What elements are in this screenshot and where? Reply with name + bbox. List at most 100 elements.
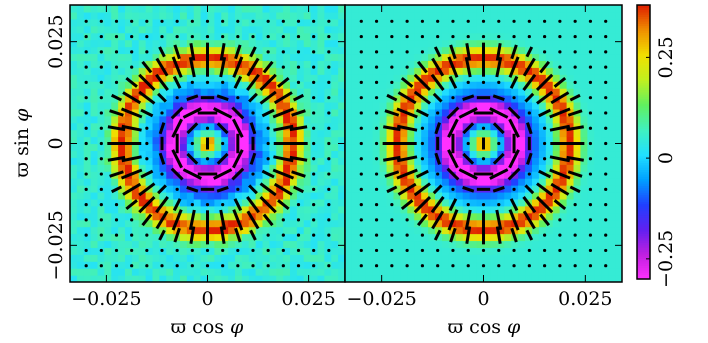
polarization-dot: [296, 203, 301, 207]
polarization-stick: [140, 108, 154, 118]
polarization-stick: [158, 46, 166, 58]
colorbar-segment: [637, 251, 650, 255]
polarization-stick: [122, 182, 142, 196]
polarization-dot: [558, 248, 562, 253]
polarization-dot: [543, 264, 547, 268]
colorbar-segment: [637, 178, 650, 182]
polarization-dot: [99, 141, 103, 146]
polarization-dot: [145, 264, 149, 268]
polarization-dot: [374, 111, 379, 115]
polarization-dot: [359, 248, 363, 253]
colorbar-segment: [637, 91, 650, 95]
polarization-stick: [508, 149, 520, 169]
polarization-stick: [549, 107, 571, 119]
polarization-dot: [145, 141, 149, 146]
colorbar-segment: [637, 27, 650, 31]
polarization-dot: [312, 65, 316, 69]
polarization-dot: [114, 34, 119, 39]
polarization-dot: [84, 65, 88, 69]
polarization-dot: [573, 34, 577, 39]
polarization-stick: [170, 106, 184, 120]
colorbar-segment: [637, 9, 650, 13]
polarization-stick: [125, 199, 138, 211]
colorbar-tick-label: 0.25: [655, 36, 677, 78]
polarization-dot: [145, 233, 149, 237]
polarization-dot: [558, 34, 562, 39]
polarization-dot: [84, 111, 88, 115]
colorbar-segment: [637, 187, 650, 191]
polarization-stick: [549, 155, 571, 163]
polarization-dot: [205, 19, 210, 23]
polarization-dot: [99, 80, 103, 84]
polarization-dot: [436, 172, 440, 176]
polarization-stick: [186, 152, 199, 165]
polarization-dot: [405, 50, 409, 54]
polarization-stick: [415, 169, 429, 179]
polarization-dot: [420, 141, 424, 146]
colorbar-segment: [637, 89, 650, 93]
polarization-stick: [138, 182, 156, 197]
colorbar-segment: [637, 233, 650, 237]
colorbar-segment: [637, 201, 650, 205]
polarization-dot: [451, 34, 455, 39]
polarization-stick: [155, 210, 169, 230]
colorbar-segment: [637, 151, 650, 155]
polarization-dot: [359, 218, 363, 222]
polarization-dot: [175, 34, 179, 39]
polarization-dot: [84, 203, 88, 207]
polarization-stick: [507, 106, 521, 120]
polarization-stick: [522, 73, 537, 91]
polarization-dot: [359, 187, 363, 191]
polarization-dot: [436, 264, 440, 268]
polarization-dot: [281, 264, 285, 268]
colorbar-segment: [637, 30, 650, 33]
polarization-dot: [405, 218, 409, 222]
polarization-stick: [495, 56, 503, 78]
polarization-stick: [246, 196, 260, 214]
polarization-dot: [281, 65, 285, 69]
polarization-stick: [384, 170, 400, 178]
polarization-dot: [390, 248, 394, 253]
polarization-dot: [84, 248, 88, 253]
polarization-stick: [232, 209, 244, 231]
polarization-stick: [569, 185, 581, 194]
polarization-dot: [497, 248, 501, 253]
polarization-dot: [466, 248, 470, 253]
polarization-stick: [566, 125, 584, 132]
polarization-dot: [359, 203, 363, 207]
polarization-stick: [246, 57, 260, 77]
polarization-stick: [510, 227, 518, 243]
polarization-dot: [99, 203, 103, 207]
polarization-stick: [189, 43, 196, 61]
polarization-dot: [359, 19, 363, 23]
polarization-dot: [604, 141, 608, 146]
polarization-stick: [447, 118, 459, 138]
polarization-dot: [512, 19, 516, 23]
polarization-stick: [158, 229, 166, 241]
polarization-stick: [289, 125, 308, 132]
polarization-dot: [604, 34, 608, 39]
polarization-dot: [114, 248, 119, 253]
polarization-dot: [604, 111, 608, 115]
polarization-dot: [205, 126, 210, 130]
polarization-dot: [512, 264, 516, 268]
polarization-dot: [327, 141, 331, 146]
polarization-stick: [462, 186, 475, 193]
polarization-stick: [234, 44, 242, 60]
colorbar-segment: [637, 34, 650, 38]
polarization-dot: [160, 264, 164, 268]
x-tick-label: −0.025: [71, 288, 141, 310]
polarization-dot: [527, 34, 531, 39]
x-tick-label: 0.025: [558, 288, 612, 310]
polarization-dot: [359, 34, 363, 39]
polarization-dot: [190, 80, 194, 84]
polarization-stick: [495, 226, 502, 244]
polarization-stick: [138, 73, 156, 92]
colorbar-segment: [637, 235, 650, 239]
polarization-stick: [249, 122, 257, 135]
polarization-stick: [386, 185, 398, 194]
polarization-dot: [327, 264, 331, 268]
polarization-dot: [481, 157, 486, 161]
polarization-dot: [374, 126, 379, 130]
polarization-dot: [296, 19, 301, 23]
